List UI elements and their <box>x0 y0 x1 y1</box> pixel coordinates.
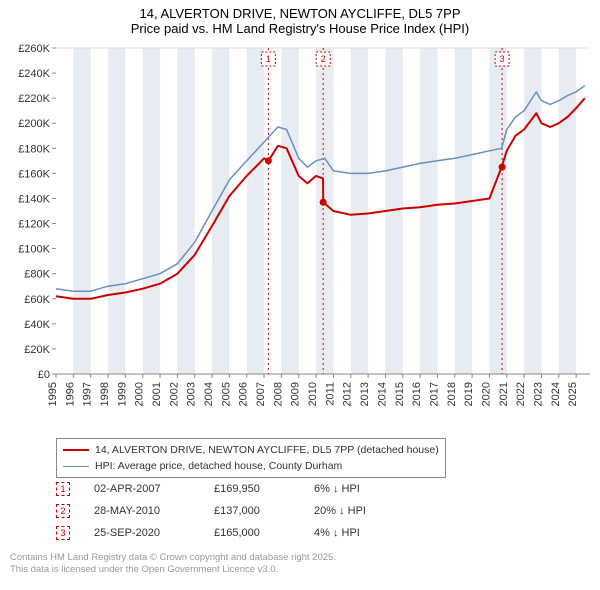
transaction-delta: 20% ↓ HPI <box>314 505 414 517</box>
legend-label: 14, ALVERTON DRIVE, NEWTON AYCLIFFE, DL5… <box>95 444 439 456</box>
svg-text:2018: 2018 <box>446 382 458 406</box>
svg-text:2010: 2010 <box>307 382 319 406</box>
transaction-row: 3 25-SEP-2020£165,0004% ↓ HPI <box>56 522 414 544</box>
svg-text:£20K: £20K <box>24 344 50 356</box>
svg-text:2002: 2002 <box>168 382 180 406</box>
svg-text:2019: 2019 <box>463 382 475 406</box>
price-chart: £0 £20K £40K £60K £80K £100K £120K £140K £160K £1… <box>0 44 600 432</box>
transaction-delta: 6% ↓ HPI <box>314 483 414 495</box>
transaction-row: 1 02-APR-2007£169,9506% ↓ HPI <box>56 478 414 500</box>
svg-text:£0: £0 <box>38 369 50 381</box>
svg-text:2016: 2016 <box>411 382 423 406</box>
legend-swatch <box>63 449 89 451</box>
svg-text:2012: 2012 <box>342 382 354 406</box>
transaction-delta: 4% ↓ HPI <box>314 527 414 539</box>
attribution-line-2: This data is licensed under the Open Gov… <box>10 564 336 576</box>
transaction-marker: 1 <box>56 482 70 496</box>
svg-text:£180K: £180K <box>18 143 50 155</box>
transaction-date: 28-MAY-2010 <box>94 505 214 517</box>
svg-text:2024: 2024 <box>550 382 562 406</box>
svg-text:£260K: £260K <box>18 44 50 55</box>
transaction-row: 2 28-MAY-2010£137,00020% ↓ HPI <box>56 500 414 522</box>
svg-text:1995: 1995 <box>47 382 59 406</box>
svg-text:1999: 1999 <box>116 382 128 406</box>
svg-text:£100K: £100K <box>18 244 50 256</box>
transaction-marker: 3 <box>56 526 70 540</box>
attribution-text: Contains HM Land Registry data © Crown c… <box>10 552 336 576</box>
svg-text:£160K: £160K <box>18 168 50 180</box>
svg-text:2: 2 <box>321 54 326 64</box>
svg-text:1997: 1997 <box>82 382 94 406</box>
transaction-date: 02-APR-2007 <box>94 483 214 495</box>
transaction-price: £165,000 <box>214 527 314 539</box>
title-line-1: 14, ALVERTON DRIVE, NEWTON AYCLIFFE, DL5… <box>0 6 600 21</box>
chart-legend: 14, ALVERTON DRIVE, NEWTON AYCLIFFE, DL5… <box>56 438 446 478</box>
svg-text:2017: 2017 <box>428 382 440 406</box>
svg-text:2014: 2014 <box>376 382 388 406</box>
title-line-2: Price paid vs. HM Land Registry's House … <box>0 21 600 36</box>
transaction-price: £137,000 <box>214 505 314 517</box>
svg-text:2004: 2004 <box>203 382 215 406</box>
svg-text:2020: 2020 <box>480 382 492 406</box>
svg-text:£200K: £200K <box>18 118 50 130</box>
svg-text:2009: 2009 <box>290 382 302 406</box>
svg-text:3: 3 <box>500 54 505 64</box>
svg-text:2013: 2013 <box>359 382 371 406</box>
legend-item: HPI: Average price, detached house, Coun… <box>63 458 439 474</box>
svg-text:2000: 2000 <box>134 382 146 406</box>
transaction-price: £169,950 <box>214 483 314 495</box>
svg-text:2007: 2007 <box>255 382 267 406</box>
svg-text:1998: 1998 <box>99 382 111 406</box>
transaction-date: 25-SEP-2020 <box>94 527 214 539</box>
transaction-marker: 2 <box>56 504 70 518</box>
svg-text:1: 1 <box>266 54 271 64</box>
svg-text:2022: 2022 <box>515 382 527 406</box>
svg-text:2001: 2001 <box>151 382 163 406</box>
svg-text:2005: 2005 <box>220 382 232 406</box>
svg-text:2008: 2008 <box>272 382 284 406</box>
svg-text:1996: 1996 <box>64 382 76 406</box>
legend-item: 14, ALVERTON DRIVE, NEWTON AYCLIFFE, DL5… <box>63 442 439 458</box>
svg-text:2015: 2015 <box>394 382 406 406</box>
svg-text:£140K: £140K <box>18 193 50 205</box>
svg-text:2023: 2023 <box>532 382 544 406</box>
svg-text:£60K: £60K <box>24 294 50 306</box>
svg-text:£40K: £40K <box>24 319 50 331</box>
chart-title: 14, ALVERTON DRIVE, NEWTON AYCLIFFE, DL5… <box>0 0 600 40</box>
svg-text:2025: 2025 <box>567 382 579 406</box>
transactions-table: 1 02-APR-2007£169,9506% ↓ HPI 2 28-MAY-2010… <box>56 478 414 544</box>
svg-text:£120K: £120K <box>18 219 50 231</box>
svg-text:2003: 2003 <box>186 382 198 406</box>
legend-swatch <box>63 466 89 467</box>
svg-text:£240K: £240K <box>18 68 50 80</box>
attribution-line-1: Contains HM Land Registry data © Crown c… <box>10 552 336 564</box>
svg-text:2011: 2011 <box>324 382 336 406</box>
svg-text:2021: 2021 <box>498 382 510 406</box>
svg-text:£80K: £80K <box>24 269 50 281</box>
svg-text:2006: 2006 <box>238 382 250 406</box>
legend-label: HPI: Average price, detached house, Coun… <box>95 460 342 472</box>
chart-svg: £0 £20K £40K £60K £80K £100K £120K £140K £160K £1… <box>0 44 600 432</box>
svg-text:£220K: £220K <box>18 93 50 105</box>
